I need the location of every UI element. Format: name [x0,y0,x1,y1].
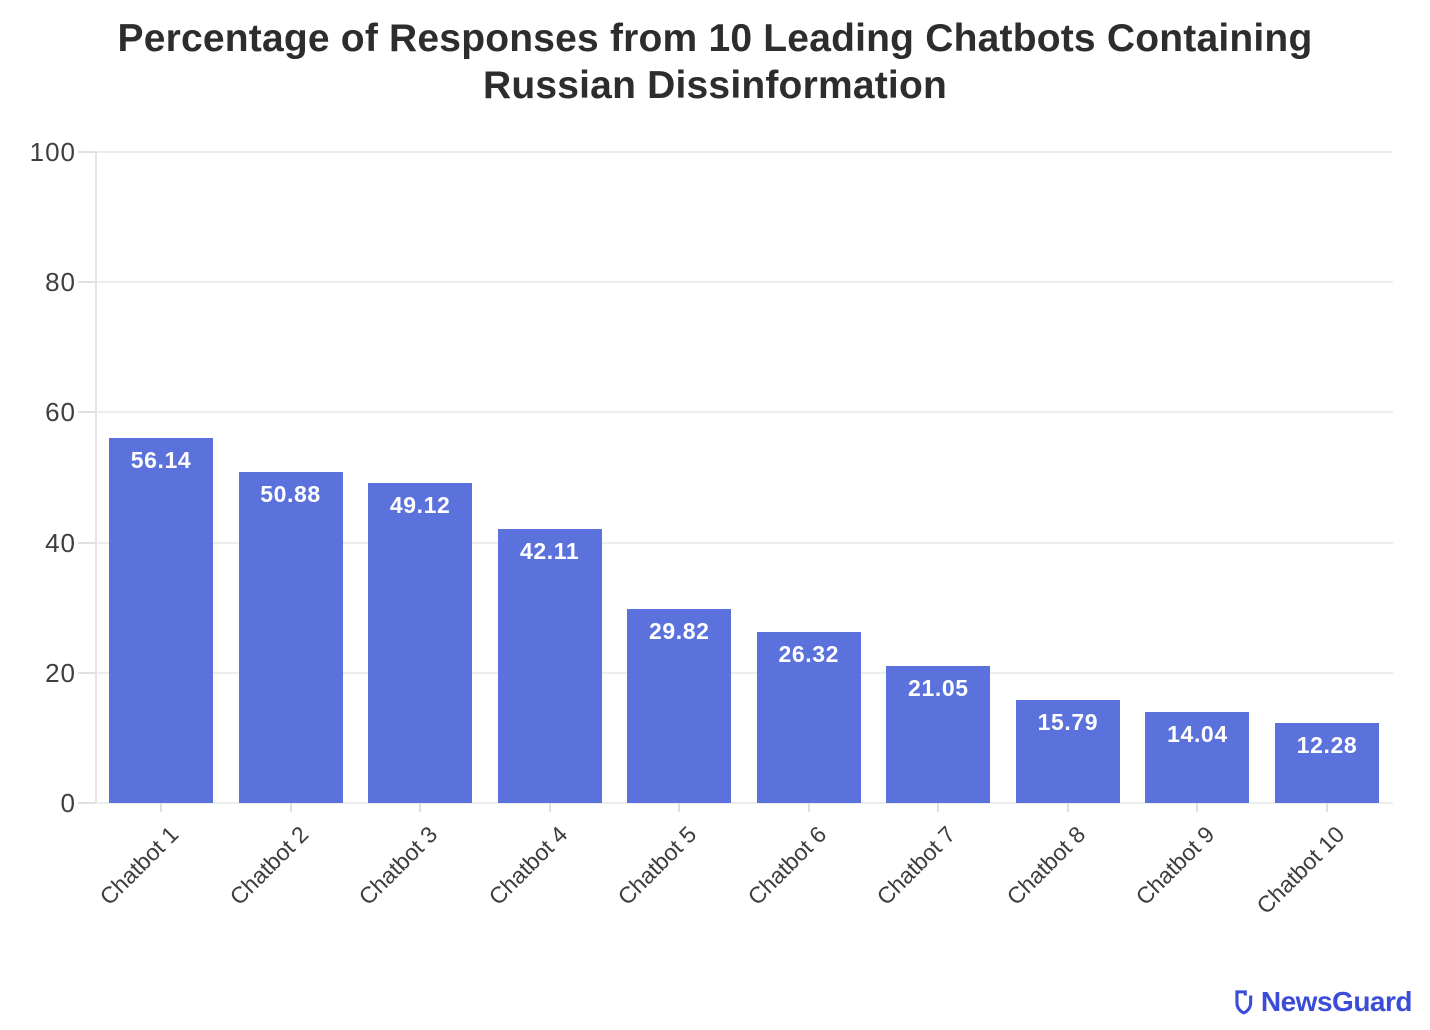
x-tick-label: Chatbot 6 [742,821,832,910]
bar: 49.12 [368,483,473,803]
x-tick-mark [160,803,162,812]
bar-value-label: 12.28 [1296,732,1358,759]
bar-value-label: 15.79 [1037,709,1099,736]
chart-title: Percentage of Responses from 10 Leading … [0,16,1430,110]
x-tick-label: Chatbot 7 [871,821,961,910]
x-tick-mark [1066,803,1069,812]
y-tick-label: 60 [45,397,76,428]
x-tick-mark [1326,803,1328,812]
bar-value-label: 14.04 [1167,720,1228,747]
shield-icon [1231,987,1256,1017]
y-tick-label: 40 [45,527,76,558]
bar: 21.05 [886,665,991,803]
gridline [95,802,1393,804]
brand-name: NewsGuard [1260,986,1413,1017]
x-tick-mark [419,803,422,812]
x-tick-label: Chatbot 2 [224,821,313,910]
x-tick-label: Chatbot 5 [612,821,702,910]
y-tick-mark [78,281,95,284]
y-tick-mark [78,151,95,153]
bar: 29.82 [627,608,732,803]
x-tick-label: Chatbot 9 [1130,821,1220,910]
y-tick-mark [78,541,95,544]
x-tick-label: Chatbot 4 [483,821,573,910]
bar-value-label: 49.12 [389,492,451,519]
y-tick-label: 80 [45,267,76,298]
y-tick-label: 0 [60,788,76,818]
gridline [95,151,1393,153]
bar: 50.88 [238,471,343,803]
x-tick-mark [937,803,940,812]
x-tick-mark [1196,803,1199,812]
chart-title-line2: Russian Dissinformation [482,63,947,107]
bar-value-label: 50.88 [260,480,321,507]
gridline [95,281,1393,284]
y-tick-label: 100 [29,137,76,167]
x-tick-label: Chatbot 10 [1251,821,1350,919]
gridline [95,411,1393,414]
brand-logo: NewsGuard [1231,986,1413,1018]
x-tick-mark [807,803,810,812]
bar: 26.32 [756,631,861,803]
bar: 14.04 [1145,711,1250,803]
gridline [95,671,1393,674]
bar: 15.79 [1015,700,1120,803]
y-tick-label: 20 [45,657,76,688]
x-tick-label: Chatbot 8 [1001,821,1091,910]
x-tick-mark [678,803,681,812]
bar: 12.28 [1275,723,1379,803]
x-tick-label: Chatbot 1 [94,821,184,910]
x-tick-label: Chatbot 3 [353,821,443,910]
x-tick-mark [289,803,292,812]
bar: 42.11 [497,528,602,803]
y-tick-mark [78,671,95,674]
x-tick-mark [548,803,551,812]
bar-value-label: 42.11 [520,537,580,564]
bar-value-label: 21.05 [908,674,969,701]
gridline [95,541,1393,544]
y-axis-line [95,152,97,803]
y-tick-mark [78,411,95,414]
bar: 56.14 [109,437,213,803]
bar-value-label: 26.32 [778,640,840,667]
bar-value-label: 29.82 [648,617,710,644]
chart-title-line1: Percentage of Responses from 10 Leading … [117,17,1313,60]
y-tick-mark [78,802,95,804]
bar-value-label: 56.14 [130,446,192,473]
